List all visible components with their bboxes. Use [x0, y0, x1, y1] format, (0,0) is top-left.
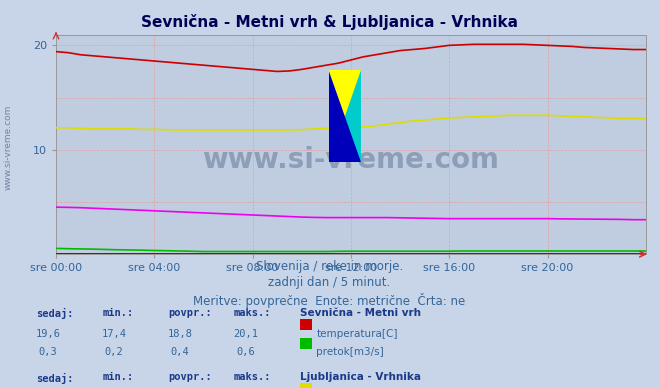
Text: min.:: min.: — [102, 308, 133, 319]
Text: 18,8: 18,8 — [167, 329, 192, 339]
Text: povpr.:: povpr.: — [168, 308, 212, 319]
Text: www.si-vreme.com: www.si-vreme.com — [202, 146, 500, 174]
Text: 0,3: 0,3 — [39, 347, 57, 357]
Text: 20,1: 20,1 — [233, 329, 258, 339]
Text: www.si-vreme.com: www.si-vreme.com — [3, 105, 13, 190]
Text: Sevnična - Metni vrh: Sevnična - Metni vrh — [300, 308, 421, 319]
Polygon shape — [328, 70, 361, 162]
Text: Sevnična - Metni vrh & Ljubljanica - Vrhnika: Sevnična - Metni vrh & Ljubljanica - Vrh… — [141, 14, 518, 29]
Text: 19,6: 19,6 — [36, 329, 61, 339]
Text: Meritve: povprečne  Enote: metrične  Črta: ne: Meritve: povprečne Enote: metrične Črta:… — [193, 293, 466, 308]
Text: maks.:: maks.: — [234, 308, 272, 319]
Text: pretok[m3/s]: pretok[m3/s] — [316, 347, 384, 357]
Text: 0,2: 0,2 — [105, 347, 123, 357]
Text: min.:: min.: — [102, 372, 133, 383]
Polygon shape — [328, 70, 361, 162]
Text: Slovenija / reke in morje.: Slovenija / reke in morje. — [256, 260, 403, 273]
Text: zadnji dan / 5 minut.: zadnji dan / 5 minut. — [268, 276, 391, 289]
Text: Ljubljanica - Vrhnika: Ljubljanica - Vrhnika — [300, 372, 421, 383]
Text: 0,6: 0,6 — [237, 347, 255, 357]
Text: 17,4: 17,4 — [101, 329, 127, 339]
Text: povpr.:: povpr.: — [168, 372, 212, 383]
Text: sedaj:: sedaj: — [36, 308, 74, 319]
Text: 0,4: 0,4 — [171, 347, 189, 357]
Text: maks.:: maks.: — [234, 372, 272, 383]
Text: sedaj:: sedaj: — [36, 372, 74, 383]
Text: temperatura[C]: temperatura[C] — [316, 329, 398, 339]
